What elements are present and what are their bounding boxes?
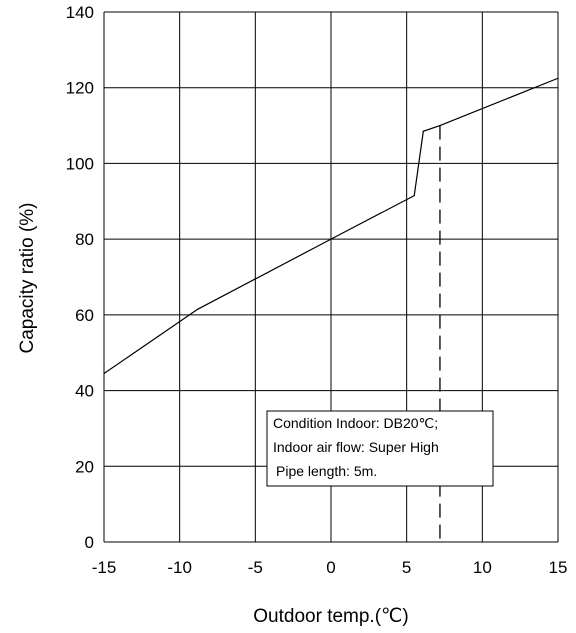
y-tick-label: 20	[75, 457, 94, 476]
data-point	[439, 124, 441, 127]
data-point	[330, 238, 332, 240]
x-tick-label: 5	[402, 558, 411, 577]
data-point	[413, 195, 415, 197]
y-tick-label: 40	[75, 382, 94, 401]
condition-note-box	[266, 410, 494, 487]
x-tick-label: -5	[248, 558, 263, 577]
data-point	[103, 372, 105, 375]
y-tick-label: 140	[66, 3, 94, 22]
x-tick-label: -15	[92, 558, 117, 577]
x-tick-label: 0	[326, 558, 335, 577]
x-axis-label: Outdoor temp.(℃)	[253, 606, 408, 627]
x-tick-label: -10	[167, 558, 192, 577]
tick-labels: -15 -10 -5 0 5 10 15 0 20 40 60 80 100 120 140	[66, 3, 568, 577]
x-tick-label: 15	[549, 558, 568, 577]
x-tick-label: 10	[473, 558, 492, 577]
data-point	[422, 130, 424, 132]
condition-note-line-1: Condition Indoor: DB20℃;	[273, 415, 438, 431]
y-tick-label: 0	[85, 533, 94, 552]
grid	[103, 11, 559, 543]
condition-note-line-3: Pipe length: 5m.	[276, 463, 377, 479]
condition-note: Condition Indoor: DB20℃; Indoor air flow…	[266, 410, 494, 487]
y-tick-label: 120	[66, 79, 94, 98]
y-axis-label: Capacity ratio (%)	[17, 203, 38, 354]
y-tick-label: 100	[66, 154, 94, 173]
data-point	[557, 77, 559, 79]
y-tick-label: 60	[75, 306, 94, 325]
y-tick-label: 80	[75, 230, 94, 249]
condition-note-line-2: Indoor air flow: Super High	[273, 439, 439, 455]
data-point	[197, 308, 199, 310]
